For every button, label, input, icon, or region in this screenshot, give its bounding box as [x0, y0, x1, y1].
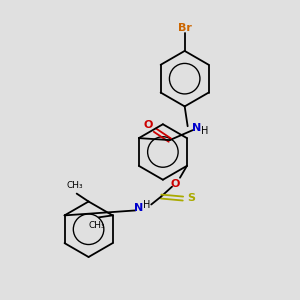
- Text: S: S: [187, 193, 195, 202]
- Text: H: H: [142, 200, 150, 211]
- Text: CH₃: CH₃: [88, 221, 105, 230]
- Text: Br: Br: [178, 23, 192, 33]
- Text: O: O: [143, 120, 153, 130]
- Text: N: N: [192, 123, 201, 133]
- Text: N: N: [134, 203, 143, 214]
- Text: CH₃: CH₃: [66, 181, 83, 190]
- Text: H: H: [201, 126, 208, 136]
- Text: O: O: [170, 179, 180, 189]
